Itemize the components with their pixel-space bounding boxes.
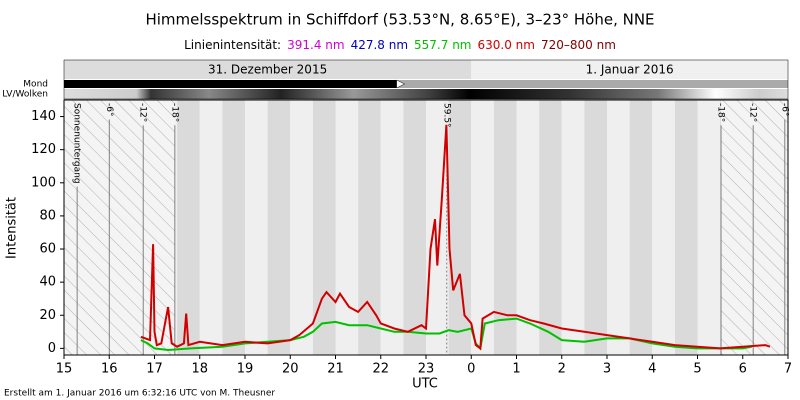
x-tick-label: 23 xyxy=(418,362,435,377)
x-tick-label: 6 xyxy=(739,362,747,377)
background-stripe xyxy=(177,100,200,355)
annotation-label: -18° xyxy=(716,103,726,122)
x-tick-label: 5 xyxy=(693,362,701,377)
x-tick-label: 17 xyxy=(146,362,163,377)
date-cell xyxy=(471,60,788,79)
y-tick-label: 20 xyxy=(39,308,56,323)
x-tick-label: 16 xyxy=(101,362,118,377)
background-stripe xyxy=(516,100,540,355)
background-stripe xyxy=(539,100,562,355)
annotation-label: -6° xyxy=(104,103,114,116)
legend-entry: 630.0 nm xyxy=(478,38,535,52)
annotation-label: -18° xyxy=(169,103,179,122)
x-axis-label: UTC xyxy=(412,377,438,392)
x-tick-label: 4 xyxy=(648,362,656,377)
legend-entry: 427.8 nm xyxy=(351,38,408,52)
background-stripe xyxy=(222,100,245,355)
x-tick-label: 22 xyxy=(372,362,389,377)
moon-down xyxy=(64,80,397,88)
moon-up xyxy=(396,80,788,88)
plot-frame xyxy=(63,99,789,356)
background-stripe xyxy=(426,100,449,355)
moon-label: Mond xyxy=(23,80,48,90)
x-tick-label: 7 xyxy=(784,362,792,377)
date-label: 1. Januar 2016 xyxy=(586,63,674,77)
x-tick-label: 21 xyxy=(327,362,344,377)
background-stripe xyxy=(471,100,494,355)
x-tick-label: 0 xyxy=(467,362,475,377)
x-tick-label: 1 xyxy=(512,362,520,377)
legend: Linienintensität: 391.4 nm 427.8 nm 557.7 n… xyxy=(184,38,616,52)
background-stripe xyxy=(607,100,630,355)
background-stripe xyxy=(290,100,313,355)
background-stripe xyxy=(584,100,607,355)
legend-entry: 720–800 nm xyxy=(541,38,616,52)
legend-title: Linienintensität: xyxy=(184,38,281,52)
annotation-label: 59.5° xyxy=(441,103,451,128)
y-tick-label: 60 xyxy=(39,242,56,257)
background-stripe xyxy=(358,100,381,355)
background-stripe xyxy=(403,100,426,355)
x-tick-label: 2 xyxy=(558,362,566,377)
chart-title: Himmelsspektrum in Schiffdorf (53.53°N, … xyxy=(145,11,654,29)
x-tick-label: 19 xyxy=(237,362,254,377)
y-axis-label: Intensität xyxy=(5,197,20,259)
date-label: 31. Dezember 2015 xyxy=(208,63,327,77)
background-stripe xyxy=(199,100,223,355)
background-stripe xyxy=(245,100,268,355)
background-stripe xyxy=(493,100,517,355)
background-stripe xyxy=(267,100,291,355)
background-stripe xyxy=(335,100,359,355)
moon-set-marker xyxy=(396,79,406,89)
x-tick-label: 15 xyxy=(56,362,73,377)
background-stripe xyxy=(561,100,585,355)
date-cell xyxy=(64,60,472,79)
background-stripe xyxy=(380,100,404,355)
y-tick-label: 0 xyxy=(48,341,56,356)
background-stripe xyxy=(312,100,336,355)
legend-entry: 557.7 nm xyxy=(414,38,471,52)
background-stripe xyxy=(674,100,698,355)
y-tick-label: 140 xyxy=(31,109,56,124)
background-stripe xyxy=(697,100,721,355)
annotation-label: -12° xyxy=(138,103,148,122)
background-stripe xyxy=(448,100,472,355)
background-stripe xyxy=(629,100,653,355)
clouds-bar xyxy=(64,89,788,99)
annotation-label: -6° xyxy=(779,103,789,116)
series-line xyxy=(140,124,771,351)
clouds-label: LV/Wolken xyxy=(2,90,48,100)
x-tick-label: 18 xyxy=(191,362,208,377)
footer: Erstellt am 1. Januar 2016 um 6:32:16 UT… xyxy=(4,389,275,399)
header-frame xyxy=(63,59,789,100)
y-tick-label: 40 xyxy=(39,275,56,290)
legend-entry: 391.4 nm xyxy=(287,38,344,52)
y-tick-label: 100 xyxy=(31,175,56,190)
x-tick-label: 3 xyxy=(603,362,611,377)
y-tick-label: 80 xyxy=(39,208,56,223)
y-tick-label: 120 xyxy=(31,142,56,157)
annotation-label: -12° xyxy=(748,103,758,122)
x-tick-label: 20 xyxy=(282,362,299,377)
background-stripe xyxy=(652,100,675,355)
twilight-hatch xyxy=(64,100,175,355)
twilight-hatch xyxy=(721,100,788,355)
annotation-label: Sonnenuntergang xyxy=(72,103,82,184)
